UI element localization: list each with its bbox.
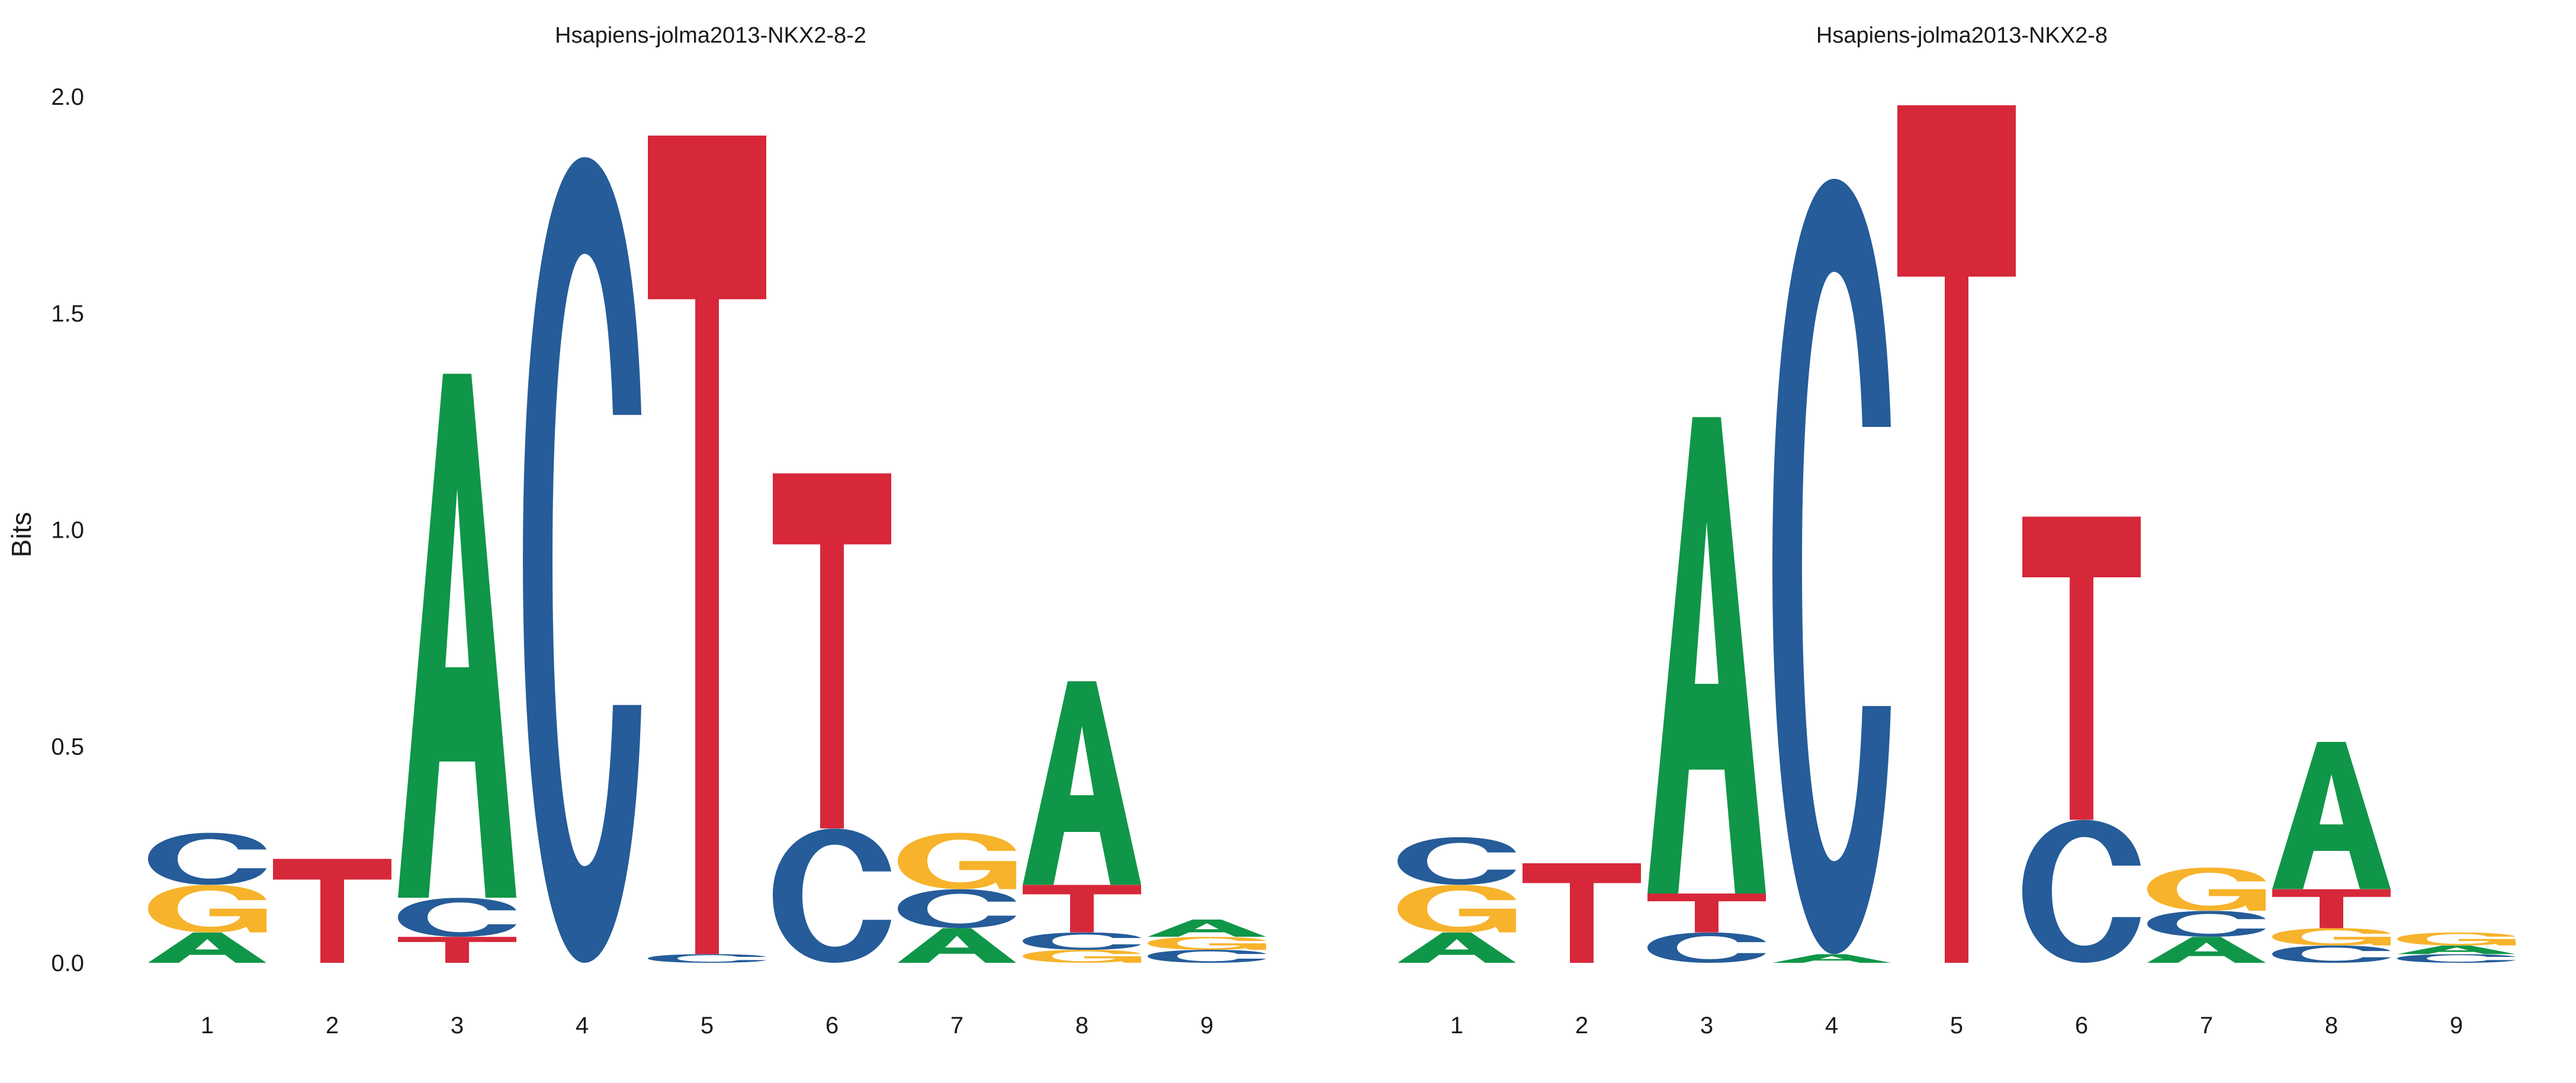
x-tick-label: 4 bbox=[576, 1013, 589, 1039]
y-axis-ticks: 0.0 0.5 1.0 1.5 2.0 bbox=[51, 84, 84, 976]
letter-G-pos-1 bbox=[148, 885, 266, 933]
letter-C-pos-7 bbox=[898, 889, 1016, 928]
x-tick-label: 2 bbox=[326, 1013, 339, 1039]
x-tick-label: 1 bbox=[201, 1013, 214, 1039]
letter-T-pos-3 bbox=[1647, 893, 1766, 933]
letter-T-pos-8 bbox=[1023, 885, 1141, 933]
letter-G-pos-7 bbox=[2147, 867, 2266, 911]
x-tick-label: 5 bbox=[701, 1013, 714, 1039]
x-tick-label: 8 bbox=[1075, 1013, 1088, 1039]
letter-C-pos-6 bbox=[2022, 820, 2141, 963]
x-tick-label: 5 bbox=[1950, 1013, 1963, 1039]
x-tick-label: 3 bbox=[1700, 1013, 1713, 1039]
y-axis-label: Bits bbox=[6, 512, 37, 558]
x-tick-label: 1 bbox=[1450, 1013, 1463, 1039]
y-tick-label: 0.5 bbox=[51, 734, 84, 760]
letter-G-pos-9 bbox=[2397, 932, 2516, 946]
letter-A-pos-9 bbox=[2397, 945, 2516, 955]
letter-C-pos-1 bbox=[148, 833, 266, 885]
chart-title: Hsapiens-jolma2013-NKX2-8-2 bbox=[555, 23, 866, 48]
letter-A-pos-9 bbox=[1148, 919, 1266, 937]
letter-A-pos-3 bbox=[1647, 417, 1766, 894]
x-axis-ticks: 1 2 3 4 5 6 7 8 9 bbox=[1450, 1013, 2463, 1039]
letter-C-pos-4 bbox=[523, 157, 641, 963]
letter-C-pos-4 bbox=[1772, 178, 1891, 955]
letter-A-pos-1 bbox=[1398, 932, 1516, 963]
letter-C-pos-9 bbox=[1148, 950, 1266, 963]
letter-A-pos-3 bbox=[398, 374, 516, 898]
x-tick-label: 9 bbox=[2450, 1013, 2463, 1039]
letter-T-pos-8 bbox=[2272, 889, 2391, 928]
letter-C-pos-3 bbox=[398, 898, 516, 937]
letter-C-pos-8 bbox=[2272, 945, 2391, 963]
letter-T-pos-5 bbox=[648, 135, 766, 955]
letter-G-pos-9 bbox=[1148, 937, 1266, 950]
letter-G-pos-1 bbox=[1398, 885, 1516, 933]
letter-T-pos-3 bbox=[398, 937, 516, 963]
letter-C-pos-6 bbox=[773, 828, 891, 963]
letter-A-pos-7 bbox=[898, 928, 1016, 963]
letter-stacks bbox=[1398, 105, 2516, 963]
x-tick-label: 7 bbox=[2200, 1013, 2213, 1039]
letter-A-pos-1 bbox=[148, 932, 266, 963]
chart-title: Hsapiens-jolma2013-NKX2-8 bbox=[1816, 23, 2108, 48]
letter-C-pos-5 bbox=[648, 954, 766, 963]
letter-T-pos-6 bbox=[2022, 516, 2141, 820]
x-tick-label: 6 bbox=[2075, 1013, 2088, 1039]
letter-C-pos-9 bbox=[2397, 954, 2516, 963]
y-tick-label: 2.0 bbox=[51, 84, 84, 110]
letter-C-pos-7 bbox=[2147, 911, 2266, 937]
letter-G-pos-8 bbox=[2272, 928, 2391, 946]
x-axis-ticks: 1 2 3 4 5 6 7 8 9 bbox=[201, 1013, 1213, 1039]
letter-T-pos-2 bbox=[1523, 863, 1641, 963]
logo-panel-2: Hsapiens-jolma2013-NKX2-8 1 2 3 4 5 6 7 8 9 bbox=[1398, 23, 2516, 1039]
letter-A-pos-7 bbox=[2147, 937, 2266, 963]
x-tick-label: 7 bbox=[950, 1013, 963, 1039]
x-tick-label: 4 bbox=[1825, 1013, 1838, 1039]
logo-panel-1: Hsapiens-jolma2013-NKX2-8-2 Bits 0.0 0.5 1… bbox=[6, 23, 1266, 1039]
letter-A-pos-4 bbox=[1772, 954, 1891, 963]
y-tick-label: 0.0 bbox=[51, 950, 84, 976]
x-tick-label: 8 bbox=[2325, 1013, 2338, 1039]
letter-G-pos-8 bbox=[1023, 950, 1141, 963]
x-tick-label: 9 bbox=[1200, 1013, 1213, 1039]
letter-T-pos-5 bbox=[1897, 105, 2016, 963]
letter-T-pos-6 bbox=[773, 473, 891, 829]
x-tick-label: 3 bbox=[451, 1013, 464, 1039]
letter-A-pos-8 bbox=[2272, 741, 2391, 889]
letter-T-pos-2 bbox=[273, 859, 391, 963]
letter-A-pos-8 bbox=[1023, 681, 1141, 885]
x-tick-label: 2 bbox=[1575, 1013, 1588, 1039]
letter-C-pos-1 bbox=[1398, 837, 1516, 885]
letter-stacks bbox=[148, 135, 1266, 963]
letter-C-pos-3 bbox=[1647, 932, 1766, 963]
x-tick-label: 6 bbox=[826, 1013, 839, 1039]
y-tick-label: 1.5 bbox=[51, 301, 84, 327]
y-tick-label: 1.0 bbox=[51, 518, 84, 544]
letter-G-pos-7 bbox=[898, 833, 1016, 889]
letter-C-pos-8 bbox=[1023, 932, 1141, 950]
